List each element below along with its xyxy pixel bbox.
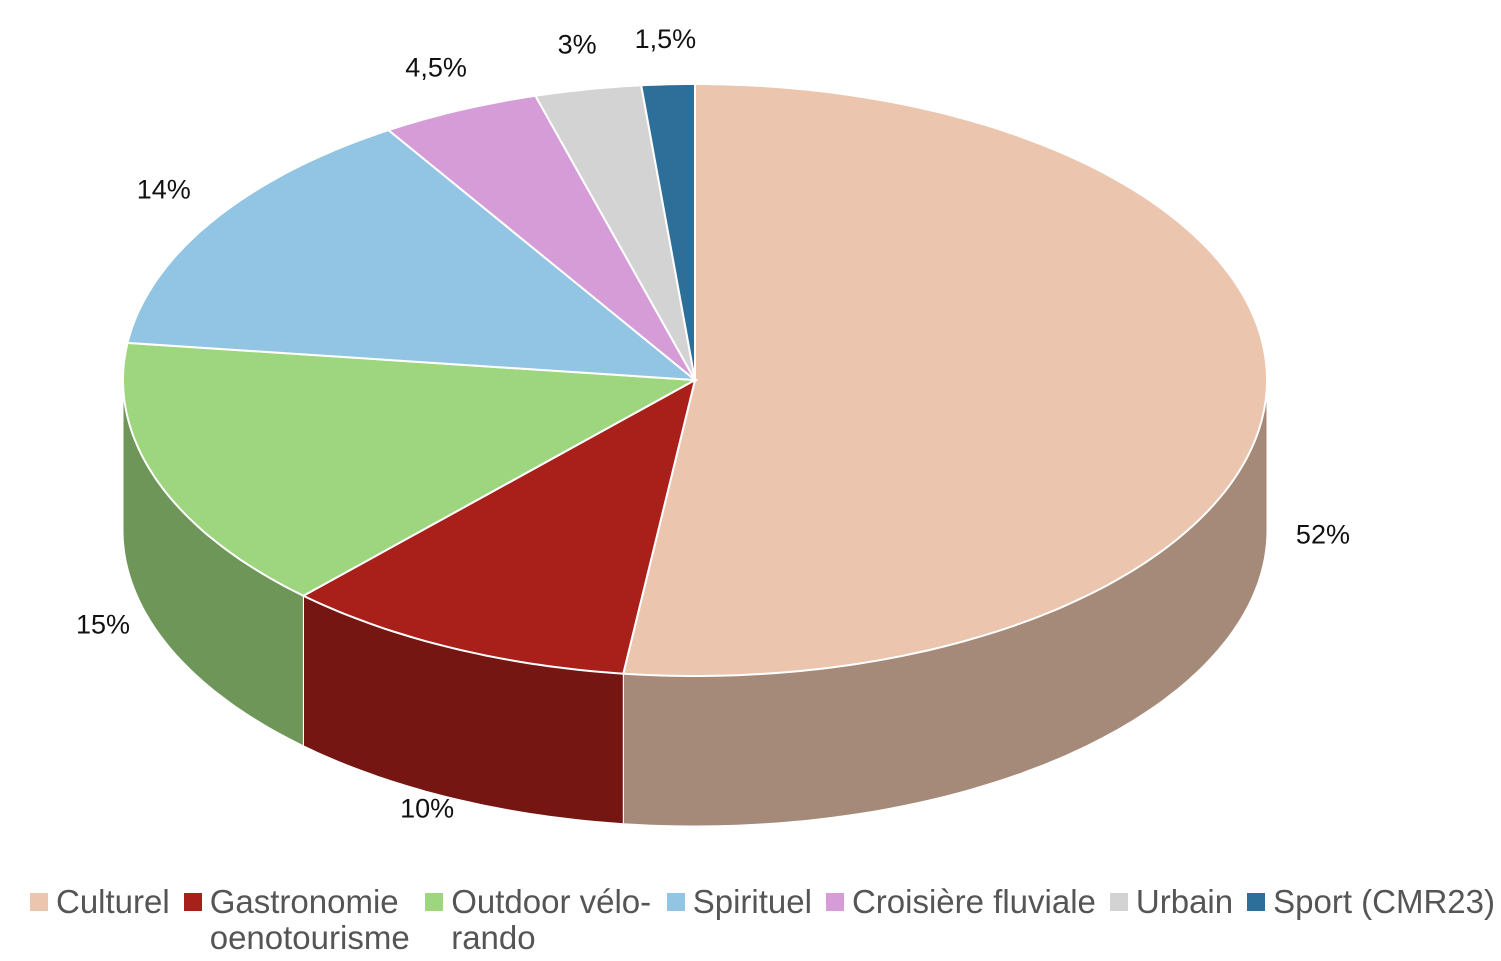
legend-item: Spirituel xyxy=(666,884,812,956)
legend-item: Croisière fluviale xyxy=(825,884,1096,956)
data-label: 52% xyxy=(1296,520,1350,550)
legend-swatch xyxy=(425,893,444,911)
legend: Culturel Gastronomie oenotourisme Outdoor … xyxy=(30,884,1495,956)
legend-item: Sport (CMR23) xyxy=(1247,884,1495,956)
legend-label: Gastronomie oenotourisme xyxy=(209,884,410,956)
legend-label: Spirituel xyxy=(692,884,812,920)
legend-label: Urbain xyxy=(1135,884,1234,920)
legend-swatch xyxy=(1109,893,1128,911)
legend-swatch xyxy=(1247,893,1266,911)
legend-label: Culturel xyxy=(56,884,170,920)
legend-item: Outdoor vélo-rando xyxy=(425,884,653,956)
slice xyxy=(622,83,1268,677)
legend-swatch xyxy=(183,893,202,911)
legend-label: Croisière fluviale xyxy=(851,884,1096,920)
legend-swatch xyxy=(666,893,685,911)
slice xyxy=(122,341,699,597)
legend-swatch xyxy=(825,893,844,911)
data-label: 10% xyxy=(400,794,454,824)
slice xyxy=(301,378,697,675)
slice xyxy=(386,94,696,381)
data-label: 15% xyxy=(76,609,130,639)
data-label: 3% xyxy=(558,29,597,59)
data-label: 14% xyxy=(137,175,191,205)
legend-item: Gastronomie oenotourisme xyxy=(183,884,412,956)
legend-item: Urbain xyxy=(1109,884,1234,956)
legend-swatch xyxy=(30,893,48,911)
legend-label: Sport (CMR23) xyxy=(1273,884,1495,920)
data-label: 1,5% xyxy=(635,24,697,54)
data-label: 4,5% xyxy=(405,52,467,82)
chart: 52% 10% 15% 14% 4,5% 3% 1,5% xyxy=(76,24,1350,827)
slice xyxy=(126,128,699,382)
slice xyxy=(533,84,696,381)
slice xyxy=(640,83,696,381)
legend-label: Outdoor vélo-rando xyxy=(451,884,652,956)
legend-item: Culturel xyxy=(30,884,170,956)
